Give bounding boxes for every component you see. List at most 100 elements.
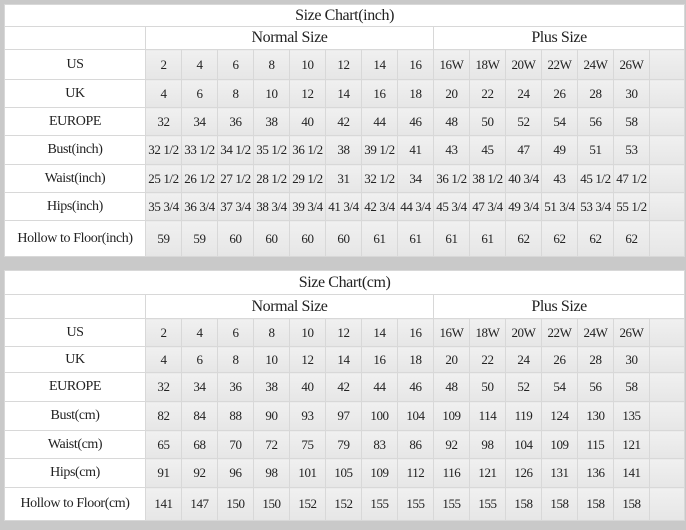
size-value-cell: 41 3/4	[325, 192, 362, 221]
size-value-cell: 14	[325, 346, 362, 373]
size-value-cell: 54	[541, 372, 578, 402]
group-header-normal: Normal Size	[145, 294, 434, 319]
empty-cell	[648, 430, 686, 459]
size-value-cell: 60	[289, 220, 326, 257]
size-value-cell: 24	[505, 79, 542, 108]
size-value-cell: 101	[289, 458, 326, 488]
size-value-cell: 121	[469, 458, 506, 488]
size-value-cell: 82	[145, 401, 182, 431]
row-label: Hips(cm)	[4, 458, 146, 488]
empty-cell	[648, 79, 686, 108]
size-value-cell: 37 3/4	[217, 192, 254, 221]
size-chart-inch: Size Chart(inch) Normal Size Plus Size US 2 4…	[3, 4, 686, 257]
size-value-cell: 96	[217, 458, 254, 488]
size-value-cell: 53	[613, 135, 650, 165]
size-value-cell: 112	[397, 458, 434, 488]
size-value-cell: 34	[181, 372, 218, 402]
size-value-cell: 116	[433, 458, 470, 488]
size-value-cell: 16	[397, 49, 434, 80]
size-value-cell: 10	[253, 346, 290, 373]
row-label: EUROPE	[4, 372, 146, 402]
row-label: Hips(inch)	[4, 192, 146, 221]
size-value-cell: 10	[253, 79, 290, 108]
size-value-cell: 98	[469, 430, 506, 459]
size-value-cell: 20W	[505, 49, 542, 80]
size-value-cell: 45	[469, 135, 506, 165]
size-value-cell: 35 1/2	[253, 135, 290, 165]
size-value-cell: 36	[217, 372, 254, 402]
size-value-cell: 124	[541, 401, 578, 431]
empty-cell	[648, 49, 686, 80]
size-value-cell: 79	[325, 430, 362, 459]
size-value-cell: 32	[145, 372, 182, 402]
size-value-cell: 18	[397, 79, 434, 108]
size-table: Size Chart(inch) Normal Size Plus Size US 2 4…	[3, 4, 686, 257]
size-value-cell: 40	[289, 107, 326, 136]
table-row: Waist(inch) 25 1/2 26 1/2 27 1/2 28 1/2 29 1/…	[4, 164, 686, 193]
size-value-cell: 98	[253, 458, 290, 488]
size-value-cell: 28	[577, 79, 614, 108]
empty-cell	[648, 372, 686, 402]
size-value-cell: 126	[505, 458, 542, 488]
size-value-cell: 29 1/2	[289, 164, 326, 193]
size-value-cell: 59	[145, 220, 182, 257]
table-row: US 2 4 6 8 10 12 14 16 16W 18W 20W 22W 24W 26W	[4, 49, 686, 80]
size-value-cell: 46	[397, 372, 434, 402]
empty-cell	[648, 346, 686, 373]
size-value-cell: 36 1/2	[289, 135, 326, 165]
size-value-cell: 105	[325, 458, 362, 488]
size-value-cell: 47	[505, 135, 542, 165]
size-value-cell: 121	[613, 430, 650, 459]
corner-cell	[4, 26, 146, 50]
size-value-cell: 53 3/4	[577, 192, 614, 221]
size-value-cell: 16	[361, 79, 398, 108]
table-row: US 2 4 6 8 10 12 14 16 16W 18W 20W 22W 24W 26W	[4, 318, 686, 347]
table-row: EUROPE 32 34 36 38 40 42 44 46 48 50 52 54 56 58	[4, 107, 686, 136]
size-value-cell: 14	[361, 49, 398, 80]
row-label: UK	[4, 346, 146, 373]
size-value-cell: 55 1/2	[613, 192, 650, 221]
size-value-cell: 24W	[577, 49, 614, 80]
size-value-cell: 47 1/2	[613, 164, 650, 193]
size-value-cell: 84	[181, 401, 218, 431]
size-value-cell: 62	[577, 220, 614, 257]
size-value-cell: 30	[613, 79, 650, 108]
size-value-cell: 147	[181, 487, 218, 521]
size-value-cell: 38	[253, 372, 290, 402]
size-value-cell: 20W	[505, 318, 542, 347]
size-value-cell: 45 1/2	[577, 164, 614, 193]
size-value-cell: 68	[181, 430, 218, 459]
size-value-cell: 44	[361, 372, 398, 402]
size-value-cell: 14	[361, 318, 398, 347]
size-value-cell: 54	[541, 107, 578, 136]
row-label: Waist(cm)	[4, 430, 146, 459]
size-value-cell: 93	[289, 401, 326, 431]
size-value-cell: 60	[217, 220, 254, 257]
size-value-cell: 43	[433, 135, 470, 165]
size-value-cell: 104	[397, 401, 434, 431]
size-value-cell: 47 3/4	[469, 192, 506, 221]
empty-cell	[648, 487, 686, 521]
size-value-cell: 8	[253, 318, 290, 347]
size-value-cell: 28 1/2	[253, 164, 290, 193]
size-value-cell: 16W	[433, 49, 470, 80]
size-value-cell: 26 1/2	[181, 164, 218, 193]
size-value-cell: 18W	[469, 49, 506, 80]
chart-title: Size Chart(cm)	[3, 270, 686, 295]
size-value-cell: 152	[289, 487, 326, 521]
size-value-cell: 158	[541, 487, 578, 521]
row-label: US	[4, 49, 146, 80]
size-value-cell: 12	[325, 318, 362, 347]
table-row: UK 4 6 8 10 12 14 16 18 20 22 24 26 28 30	[4, 79, 686, 108]
size-value-cell: 86	[397, 430, 434, 459]
size-value-cell: 24	[505, 346, 542, 373]
size-value-cell: 51	[577, 135, 614, 165]
table-row: UK 4 6 8 10 12 14 16 18 20 22 24 26 28 30	[4, 346, 686, 373]
size-value-cell: 32	[145, 107, 182, 136]
size-value-cell: 158	[613, 487, 650, 521]
group-header-plus: Plus Size	[432, 26, 686, 50]
size-value-cell: 72	[253, 430, 290, 459]
size-value-cell: 42	[325, 107, 362, 136]
size-value-cell: 39 1/2	[361, 135, 398, 165]
size-value-cell: 35 3/4	[145, 192, 182, 221]
